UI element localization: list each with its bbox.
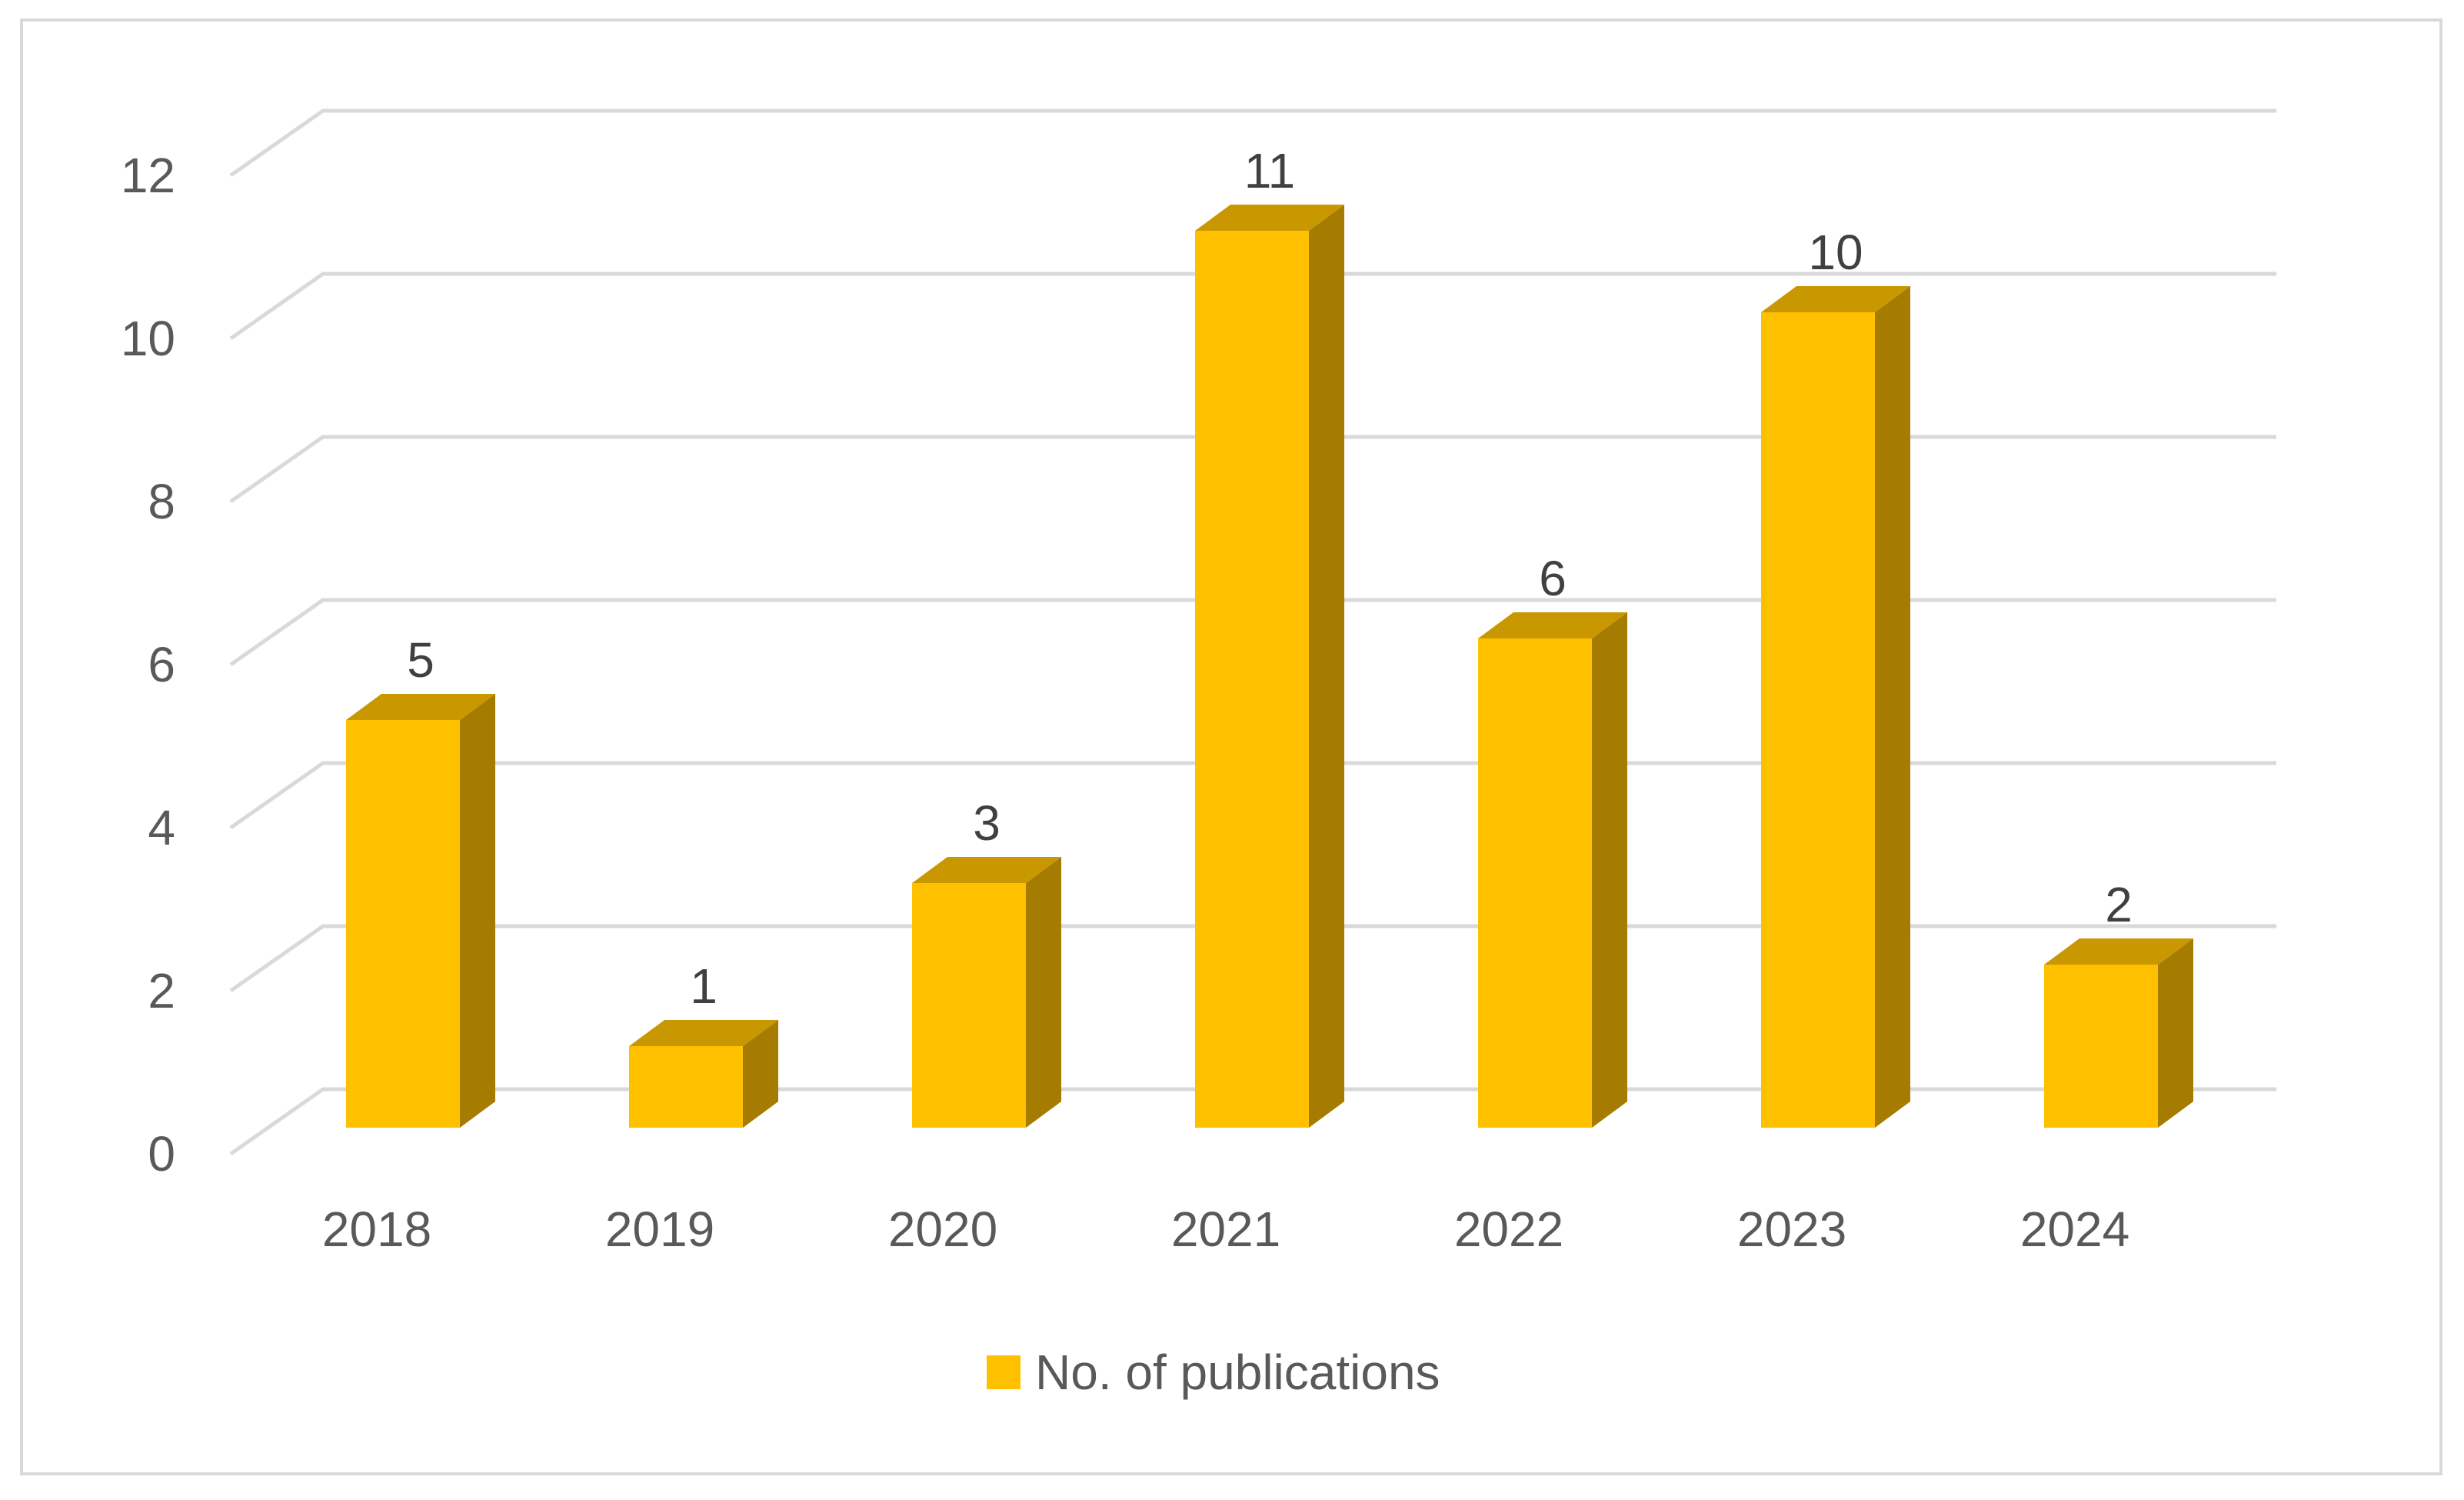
bar-2020 xyxy=(912,857,1061,1128)
gridline xyxy=(229,108,2276,178)
bar-side xyxy=(1309,205,1344,1128)
bar-side xyxy=(2158,938,2193,1128)
x-axis-ticks: 2018 2019 2020 2021 2022 2023 2024 xyxy=(322,1202,2129,1257)
bar-2018 xyxy=(346,694,495,1128)
bar-front xyxy=(346,720,460,1128)
bar-top xyxy=(1761,286,1910,312)
y-tick-label: 2 xyxy=(148,963,175,1018)
bars xyxy=(346,205,2193,1128)
legend-swatch xyxy=(987,1355,1021,1389)
y-tick-label: 10 xyxy=(121,311,175,366)
data-label: 5 xyxy=(407,632,435,688)
gridline xyxy=(229,272,2276,341)
bar-front xyxy=(1761,312,1875,1128)
y-axis-ticks: 0 2 4 6 8 10 12 xyxy=(121,148,175,1182)
bar-side xyxy=(1592,612,1627,1128)
data-label: 3 xyxy=(973,795,1001,851)
bar-2023 xyxy=(1761,286,1910,1128)
x-tick-label: 2022 xyxy=(1454,1202,1563,1257)
bar-2024 xyxy=(2044,938,2193,1128)
x-tick-label: 2023 xyxy=(1737,1202,1846,1257)
y-tick-label: 0 xyxy=(148,1126,175,1182)
bar-front xyxy=(1478,638,1592,1128)
bar-top xyxy=(346,694,495,720)
bar-front xyxy=(912,883,1026,1128)
bar-top xyxy=(1478,612,1627,638)
x-tick-label: 2018 xyxy=(322,1202,431,1257)
bar-2019 xyxy=(629,1020,778,1128)
legend: No. of publications xyxy=(987,1345,1440,1400)
x-tick-label: 2024 xyxy=(2020,1202,2129,1257)
bar-front xyxy=(1195,231,1309,1128)
legend-label: No. of publications xyxy=(1035,1345,1440,1400)
data-label: 10 xyxy=(1808,225,1863,280)
bar-side xyxy=(460,694,495,1128)
bar-top xyxy=(1195,205,1344,231)
gridline xyxy=(229,598,2276,667)
gridline xyxy=(229,435,2276,504)
bar-top xyxy=(2044,938,2193,965)
data-label: 6 xyxy=(1539,551,1567,606)
bar-front xyxy=(2044,965,2158,1128)
bar-side xyxy=(1875,286,1910,1128)
data-label: 2 xyxy=(2105,877,2133,932)
data-label: 11 xyxy=(1244,143,1295,198)
bar-side xyxy=(1026,857,1061,1128)
bar-2022 xyxy=(1478,612,1627,1128)
bar-front xyxy=(629,1046,743,1128)
y-tick-label: 6 xyxy=(148,637,175,692)
data-label: 1 xyxy=(690,958,718,1014)
x-tick-label: 2019 xyxy=(605,1202,714,1257)
x-tick-label: 2020 xyxy=(888,1202,997,1257)
y-tick-label: 12 xyxy=(121,148,175,203)
data-labels: 5 1 3 11 6 10 2 xyxy=(407,143,2133,1014)
bar-top xyxy=(629,1020,778,1046)
y-tick-label: 8 xyxy=(148,474,175,529)
bar-side xyxy=(743,1020,778,1128)
bar-top xyxy=(912,857,1061,883)
bar-2021 xyxy=(1195,205,1344,1128)
x-tick-label: 2021 xyxy=(1171,1202,1280,1257)
y-tick-label: 4 xyxy=(148,800,175,855)
